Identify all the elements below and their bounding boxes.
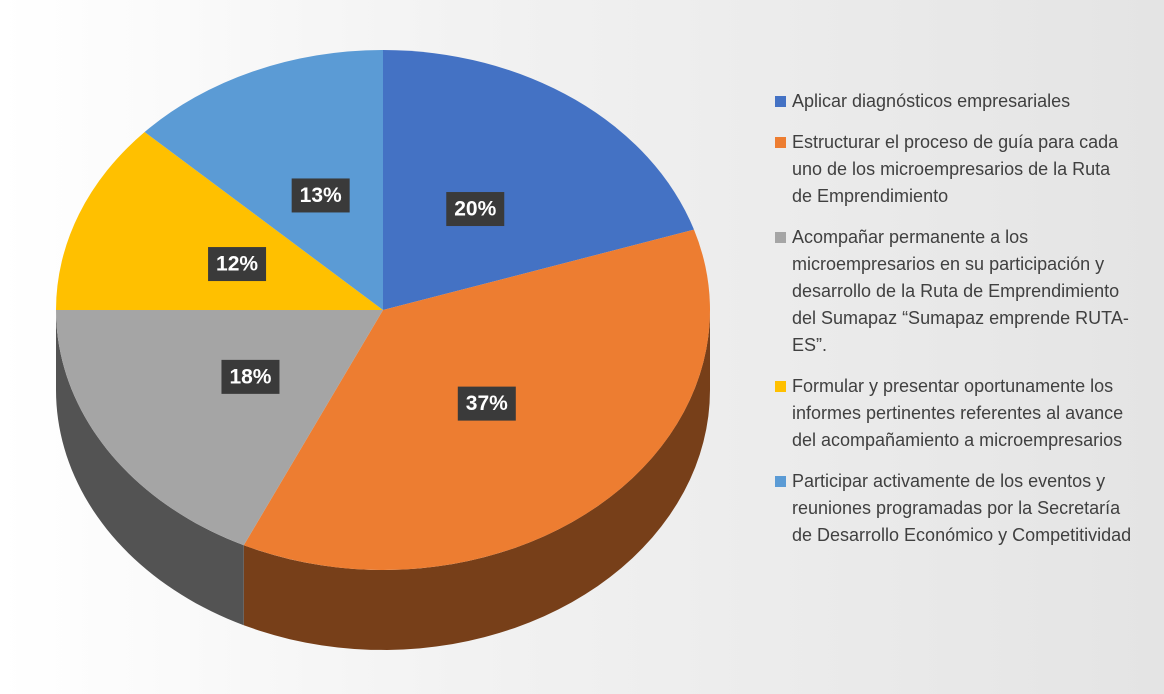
slice xyxy=(56,132,383,310)
legend-swatch xyxy=(775,232,786,243)
legend-entry: Estructurar el proceso de guía para cada… xyxy=(775,129,1135,210)
data-label: 18% xyxy=(229,365,271,388)
slice xyxy=(383,50,694,310)
legend-label: Estructurar el proceso de guía para cada… xyxy=(792,132,1119,206)
legend-label: Participar activamente de los eventos y … xyxy=(792,471,1132,545)
legend-entry: Participar activamente de los eventos y … xyxy=(775,468,1135,549)
slice-side xyxy=(56,310,244,626)
legend-label: Acompañar permanente a los microempresar… xyxy=(792,227,1129,355)
data-label: 20% xyxy=(454,198,496,221)
legend-swatch xyxy=(775,381,786,392)
legend-entry: Acompañar permanente a los microempresar… xyxy=(775,224,1135,359)
legend-swatch xyxy=(775,476,786,487)
data-label-box xyxy=(221,359,280,394)
data-label: 13% xyxy=(300,184,342,207)
data-label-box xyxy=(457,386,516,421)
legend: Aplicar diagnósticos empresariales Estruc… xyxy=(775,88,1135,549)
legend-entry: Formular y presentar oportunamente los i… xyxy=(775,373,1135,454)
data-label-box xyxy=(446,192,505,227)
data-label: 12% xyxy=(216,253,258,276)
slice-side xyxy=(243,310,710,650)
data-label: 37% xyxy=(466,392,508,415)
legend-entry: Aplicar diagnósticos empresariales xyxy=(775,88,1135,115)
slice xyxy=(56,310,383,546)
legend-swatch xyxy=(775,137,786,148)
legend-label: Formular y presentar oportunamente los i… xyxy=(792,376,1124,450)
legend-swatch xyxy=(775,96,786,107)
data-label-box xyxy=(208,247,267,282)
slice xyxy=(144,50,383,310)
pie-area: 20% 37% 18% 12% 13% xyxy=(56,50,710,650)
legend-label: Aplicar diagnósticos empresariales xyxy=(792,91,1071,111)
data-label-box xyxy=(291,178,350,213)
